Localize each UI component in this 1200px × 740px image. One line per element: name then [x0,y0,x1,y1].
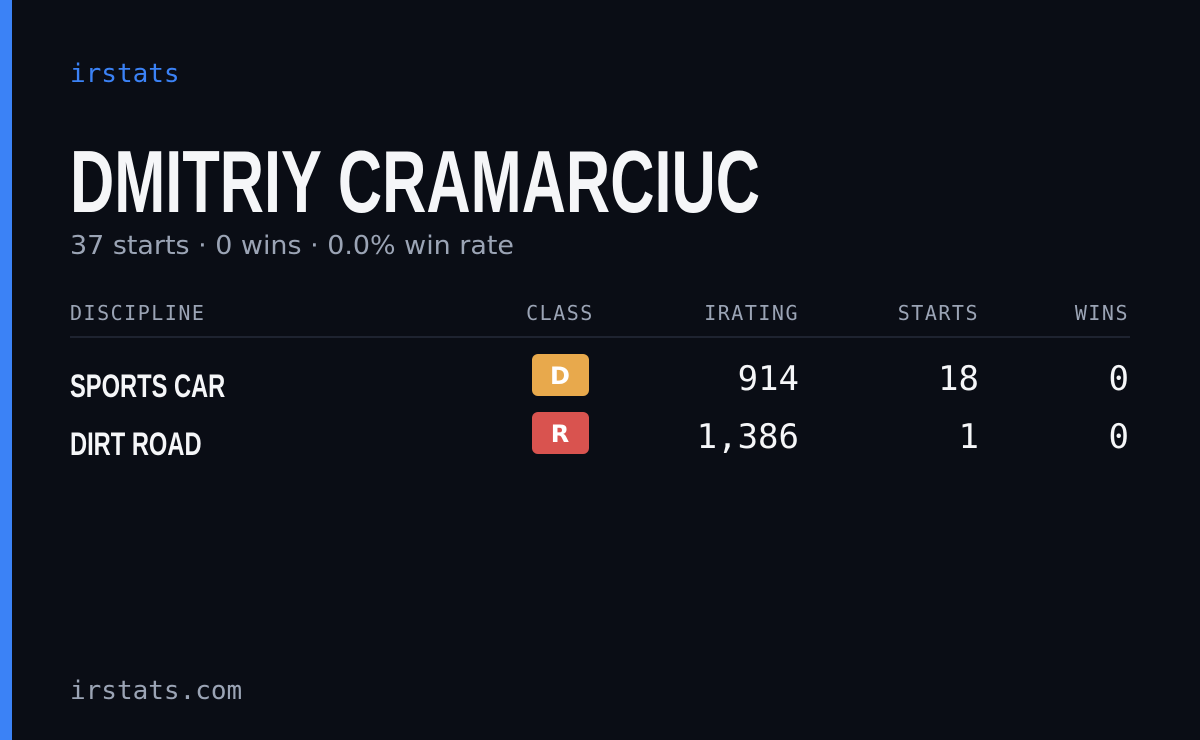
starts: 18 [938,359,979,399]
driver-name: DMITRIY CRAMARCIUC [70,132,760,231]
column-header: STARTS [898,301,979,325]
column-header: CLASS [526,301,594,325]
starts: 1 [959,417,979,457]
footer: irstats.com [70,676,242,706]
brand: irstats [70,59,180,89]
summary: 37 starts · 0 wins · 0.0% win rate [70,231,514,261]
class-badge [532,354,589,396]
wins: 0 [1109,417,1129,457]
class-letter: R [551,420,569,448]
discipline: DIRT ROAD [70,426,202,462]
irating: 1,386 [697,417,799,457]
discipline: SPORTS CAR [70,368,225,404]
column-header: WINS [1075,301,1129,325]
class-letter: D [550,362,570,390]
accent-bar [0,0,12,740]
class-badge [532,412,589,454]
column-header: IRATING [704,301,799,325]
wins: 0 [1109,359,1129,399]
irating: 914 [738,359,799,399]
column-header: DISCIPLINE [70,301,205,325]
